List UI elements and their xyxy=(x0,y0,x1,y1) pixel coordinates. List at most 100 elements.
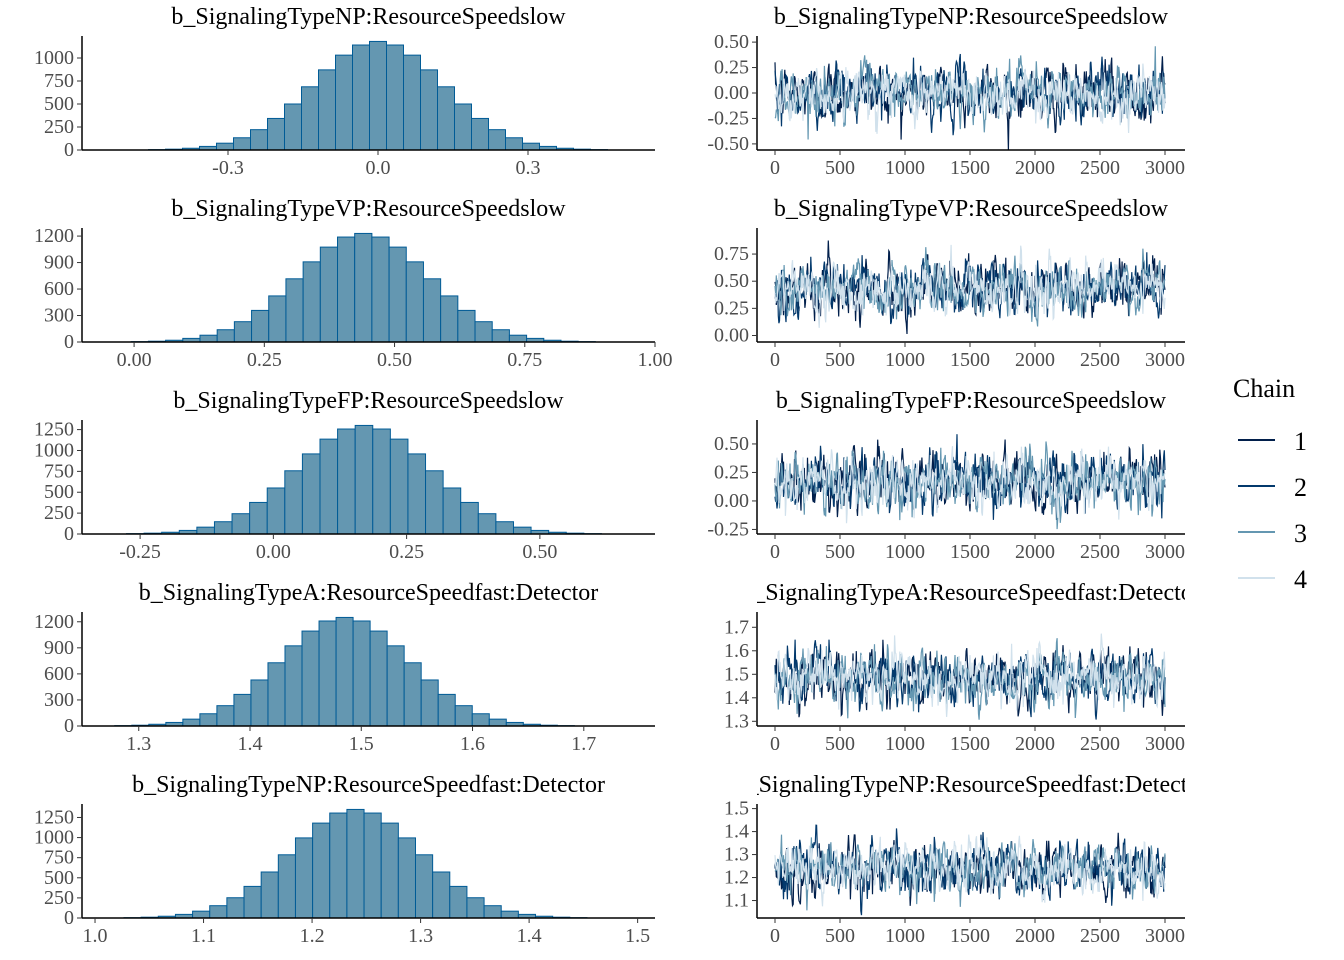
y-tick-label: 0.00 xyxy=(714,490,749,512)
histogram-bar xyxy=(319,438,339,535)
histogram-bar xyxy=(329,812,348,919)
y-tick-label: 1.6 xyxy=(724,640,749,662)
histogram-bar xyxy=(352,620,371,727)
histogram: b_SignalingTypeNP:ResourceSpeedfast:Dete… xyxy=(34,772,655,947)
x-tick-label: 1.4 xyxy=(517,925,542,947)
histogram-bar xyxy=(354,424,374,535)
trace-plot: b_SignalingTypeNP:ResourceSpeedslow 0 500 1… xyxy=(707,4,1185,179)
x-tick-label: 0 xyxy=(770,349,780,371)
trace-plot: b_SignalingTypeVP:ResourceSpeedslow 0 500 1… xyxy=(714,196,1185,371)
trace-plot: b_SignalingTypeNP:ResourceSpeedfast:Dete… xyxy=(724,772,1185,947)
x-tick-label: 3000 xyxy=(1145,733,1185,755)
trace-title: b_SignalingTypeNP:ResourceSpeedslow xyxy=(774,4,1169,30)
histogram-bar xyxy=(397,837,416,919)
y-tick-label: 0.50 xyxy=(714,270,749,292)
histogram-bar xyxy=(466,897,485,919)
histogram-bar xyxy=(226,897,245,919)
histogram-bar xyxy=(371,236,390,343)
histogram-bar xyxy=(403,54,421,151)
y-tick-label: 0 xyxy=(64,331,74,353)
x-tick-label: 2500 xyxy=(1080,733,1120,755)
chain-2-trace-line xyxy=(774,252,1166,325)
x-tick-label: 1.2 xyxy=(300,925,325,947)
y-tick-label: 1.4 xyxy=(724,821,749,843)
x-tick-label: 1000 xyxy=(885,541,925,563)
histogram-bar xyxy=(249,501,268,535)
histogram-bar xyxy=(199,713,218,727)
y-tick-label: 250 xyxy=(44,116,74,138)
x-tick-label: 1500 xyxy=(950,925,990,947)
histogram-bar xyxy=(231,513,251,535)
x-tick-label: 2500 xyxy=(1080,925,1120,947)
histogram-bar xyxy=(337,236,356,343)
histogram-bar xyxy=(460,501,479,535)
y-tick-label: 300 xyxy=(44,305,74,327)
histogram-bar xyxy=(335,616,354,727)
histogram-bar xyxy=(312,822,331,919)
x-tick-label: 0.25 xyxy=(389,541,424,563)
histogram-bar xyxy=(213,521,233,535)
histogram-bar xyxy=(337,428,356,535)
histogram-bar xyxy=(471,713,490,727)
trace-title: b_SignalingTypeVP:ResourceSpeedslow xyxy=(774,196,1169,222)
y-tick-label: 1.5 xyxy=(724,798,749,820)
x-tick-label: 0.3 xyxy=(516,157,541,179)
histogram-bar xyxy=(267,662,286,727)
x-tick-label: 1000 xyxy=(885,925,925,947)
histogram-bar xyxy=(488,718,507,727)
histogram-bar xyxy=(454,705,473,727)
histogram-bar xyxy=(250,679,269,727)
x-tick-label: 1.00 xyxy=(638,349,673,371)
histogram-bar xyxy=(260,871,279,919)
x-tick-label: 0.00 xyxy=(117,349,152,371)
trace-plot: b_SignalingTypeA:ResourceSpeedfast:Detec… xyxy=(724,580,1185,755)
histogram-bar xyxy=(209,905,228,919)
x-tick-label: 0.50 xyxy=(522,541,557,563)
y-tick-label: 0.25 xyxy=(714,297,749,319)
histogram-bar xyxy=(491,329,510,343)
chain-3-trace-line xyxy=(774,441,1166,530)
x-tick-label: 3000 xyxy=(1145,541,1185,563)
x-tick-label: -0.3 xyxy=(212,157,244,179)
histogram-bar xyxy=(285,278,304,343)
chain-3-trace-line xyxy=(774,638,1166,720)
x-tick-label: 1000 xyxy=(885,349,925,371)
x-tick-label: 0.00 xyxy=(256,541,291,563)
y-tick-label: 1.3 xyxy=(724,710,749,732)
histogram-bar xyxy=(233,693,252,727)
histogram-bar xyxy=(250,129,268,151)
y-tick-label: 0 xyxy=(64,907,74,929)
chain-3-trace-line xyxy=(774,247,1166,327)
histogram-bar xyxy=(500,910,519,919)
y-tick-label: 0 xyxy=(64,715,74,737)
x-tick-label: 500 xyxy=(825,349,855,371)
panel-4: b_SignalingTypeA:ResourceSpeedfast:Detec… xyxy=(34,580,1185,755)
chain-3-trace-line xyxy=(774,46,1166,140)
x-tick-label: 0 xyxy=(770,733,780,755)
histogram-bar xyxy=(471,117,489,151)
x-tick-label: 0.50 xyxy=(377,349,412,371)
y-tick-label: 0.25 xyxy=(714,57,749,79)
histogram-bar xyxy=(284,470,303,535)
histogram-bar xyxy=(483,905,502,919)
histogram-title: b_SignalingTypeNP:ResourceSpeedslow xyxy=(171,4,566,30)
y-tick-label: 1.2 xyxy=(724,867,749,889)
histogram-bar xyxy=(284,645,303,727)
legend-title: Chain xyxy=(1233,374,1295,403)
legend-label-chain-2: 2 xyxy=(1294,473,1307,502)
x-tick-label: 1.6 xyxy=(460,733,485,755)
histogram-bar xyxy=(407,453,427,535)
histogram-bar xyxy=(216,329,235,343)
histogram-bar xyxy=(266,487,286,535)
histogram: b_SignalingTypeFP:ResourceSpeedslow -0.25… xyxy=(34,388,655,563)
x-tick-label: 0.25 xyxy=(247,349,282,371)
x-tick-label: 2500 xyxy=(1080,541,1120,563)
x-tick-label: 1.5 xyxy=(625,925,650,947)
histogram-bar xyxy=(508,334,528,343)
x-tick-label: 1.5 xyxy=(349,733,374,755)
chain-4-trace-line xyxy=(774,633,1166,717)
histogram-bar xyxy=(233,137,251,151)
chain-4-trace-line xyxy=(774,834,1166,907)
histogram-bar xyxy=(277,854,296,919)
y-tick-label: 0.50 xyxy=(714,433,749,455)
